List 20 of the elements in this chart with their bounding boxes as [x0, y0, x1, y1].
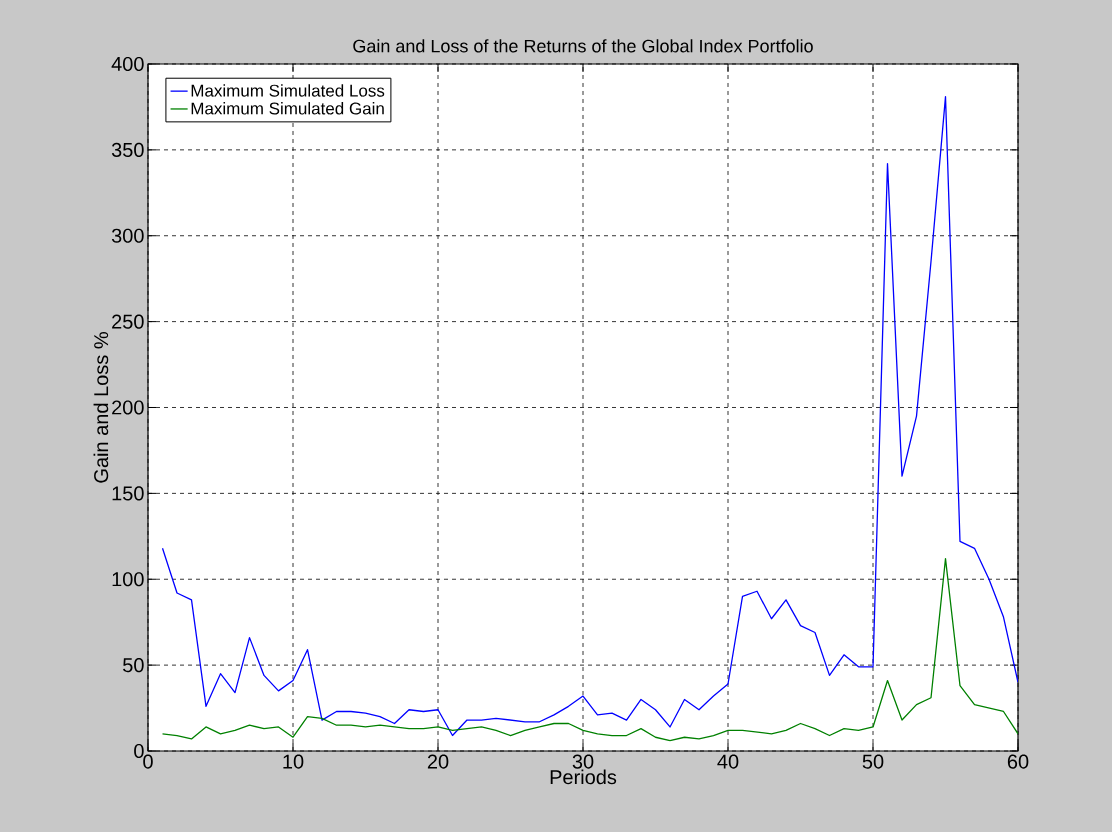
- x-tick-label: 30: [572, 754, 594, 769]
- y-tick-label: 50: [123, 658, 144, 673]
- y-tick-label: 150: [112, 486, 144, 501]
- x-tick-label: 50: [862, 754, 884, 769]
- y-tick-label: 100: [112, 572, 144, 587]
- x-axis-title: Periods: [550, 769, 617, 785]
- x-tick-label: 10: [283, 754, 304, 769]
- y-tick-label: 300: [111, 228, 144, 243]
- y-tick-label: 400: [111, 56, 144, 72]
- x-tick-label: 20: [427, 754, 449, 769]
- y-tick-label: 0: [134, 743, 144, 759]
- legend-label: Maximum Simulated Loss: [191, 84, 385, 97]
- chart-title: Gain and Loss of the Returns of the Global Index Portfolio: [353, 39, 813, 53]
- x-tick-label: 60: [1007, 754, 1029, 769]
- y-tick-label: 250: [112, 314, 144, 329]
- x-tick-label: 40: [717, 754, 739, 769]
- y-tick-label: 200: [112, 400, 144, 415]
- y-axis-title: Gain and Loss %: [93, 332, 109, 483]
- y-tick-label: 350: [111, 142, 144, 157]
- legend-label: Maximum Simulated Gain: [191, 102, 384, 115]
